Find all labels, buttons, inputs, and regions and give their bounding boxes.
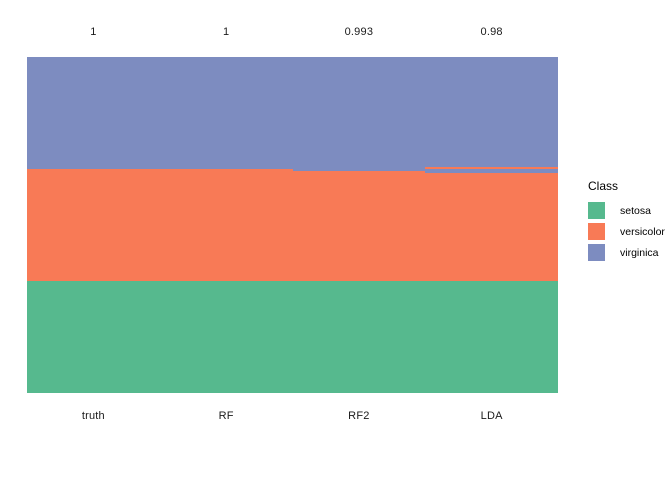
accuracy-label-rf: 1 (222, 26, 230, 38)
accuracy-label-truth: 1 (90, 26, 97, 38)
legend-label-virginica: virginica (620, 246, 659, 259)
segment-setosa (292, 281, 426, 393)
segment-versicolor (159, 169, 293, 281)
column-RF (159, 57, 293, 393)
segment-virginica (292, 57, 426, 172)
column-RF2 (292, 57, 426, 393)
x-tick-label-rf: RF (218, 410, 234, 422)
legend-key-virginica-swatch (588, 244, 605, 261)
legend-entry-virginica: virginica (588, 244, 672, 261)
legend: Class setosa versicolor virginica (588, 179, 672, 265)
x-tick-label-lda: LDA (480, 410, 503, 422)
segment-setosa (27, 281, 160, 393)
segment-virginica (159, 57, 293, 169)
segment-virginica (425, 57, 558, 167)
segment-setosa (425, 281, 558, 393)
x-tick-label-truth: truth (81, 410, 105, 422)
segment-versicolor (425, 166, 558, 169)
accuracy-label-rf2: 0.993 (344, 26, 374, 38)
legend-label-versicolor: versicolor (620, 225, 665, 238)
top-axis: 1 1 0.993 0.98 (27, 24, 558, 40)
accuracy-label-lda: 0.98 (480, 26, 503, 38)
segment-virginica (27, 57, 160, 169)
bottom-axis: truth RF RF2 LDA (27, 408, 558, 424)
column-truth (27, 57, 160, 393)
segment-setosa (159, 281, 293, 393)
legend-entry-setosa: setosa (588, 202, 672, 219)
plot-panel (27, 57, 558, 393)
segment-versicolor (425, 173, 558, 281)
x-tick-label-rf2: RF2 (348, 410, 370, 422)
legend-label-setosa: setosa (620, 204, 651, 217)
legend-key-versicolor-swatch (588, 223, 605, 240)
segment-versicolor (292, 171, 426, 281)
segment-virginica (425, 169, 558, 174)
column-LDA (425, 57, 558, 393)
segment-versicolor (27, 169, 160, 281)
legend-entry-versicolor: versicolor (588, 223, 672, 240)
legend-title: Class (588, 179, 619, 193)
legend-key-setosa-swatch (588, 202, 605, 219)
